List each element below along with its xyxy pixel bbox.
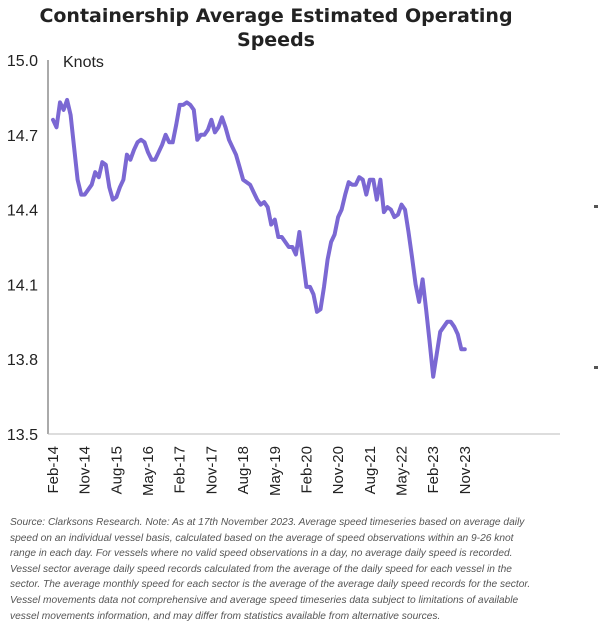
edge-mark [594, 366, 598, 369]
line-chart: Knots 15.0 14.7 14.4 14.1 13.8 13.5 Feb-14 Nov… [7, 53, 560, 496]
x-tick-label: Nov-17 [203, 446, 220, 494]
chart-title-line-1: Containership Average Estimated Operatin… [39, 5, 513, 27]
edge-mark [594, 205, 598, 208]
source-note-line: speed on an individual vessel basis, cal… [10, 532, 514, 544]
chart-title-line-2: Speeds [237, 29, 315, 51]
source-note-line: range in each day. For vessels where no … [10, 548, 513, 560]
y-tick-label: 14.1 [7, 277, 38, 294]
x-tick-label: May-19 [267, 446, 284, 496]
y-tick-label: 15.0 [7, 53, 38, 70]
x-tick-label: Nov-23 [457, 446, 474, 494]
y-tick-labels: 15.0 14.7 14.4 14.1 13.8 13.5 [7, 53, 38, 444]
source-note-line: Vessel sector average daily speed record… [10, 563, 512, 575]
source-note-line: Source: Clarksons Research. Note: As at … [10, 517, 525, 528]
x-tick-label: Feb-20 [298, 446, 315, 494]
x-tick-label: Aug-15 [108, 446, 125, 494]
series-line [51, 97, 467, 379]
y-axis-unit-label: Knots [63, 54, 104, 71]
source-note-line: sector. The average monthly speed for ea… [10, 579, 531, 591]
x-tick-label: Nov-14 [77, 446, 94, 494]
source-note-line: vessel movements information, and may di… [10, 610, 441, 622]
chart-title: Containership Average Estimated Operatin… [0, 4, 552, 52]
x-tick-label: Nov-20 [330, 446, 347, 494]
x-tick-label: Feb-17 [172, 446, 189, 494]
source-note: Source: Clarksons Research. Note: As at … [10, 515, 596, 624]
x-tick-labels: Feb-14 Nov-14 Aug-15 May-16 Feb-17 Nov-17 Aug-… [45, 446, 474, 496]
x-tick-label: Feb-23 [425, 446, 442, 494]
x-tick-label: Aug-18 [235, 446, 252, 494]
y-tick-label: 13.5 [7, 427, 38, 444]
series-layer [51, 97, 467, 379]
x-tick-label: May-22 [393, 446, 410, 496]
y-tick-label: 14.4 [7, 203, 38, 220]
x-tick-label: Feb-14 [45, 446, 62, 494]
source-note-line: Vessel movements data not comprehensive … [10, 594, 519, 606]
x-tick-label: May-16 [140, 446, 157, 496]
y-tick-label: 14.7 [7, 128, 38, 145]
y-tick-label: 13.8 [7, 352, 38, 369]
x-tick-label: Aug-21 [362, 446, 379, 494]
